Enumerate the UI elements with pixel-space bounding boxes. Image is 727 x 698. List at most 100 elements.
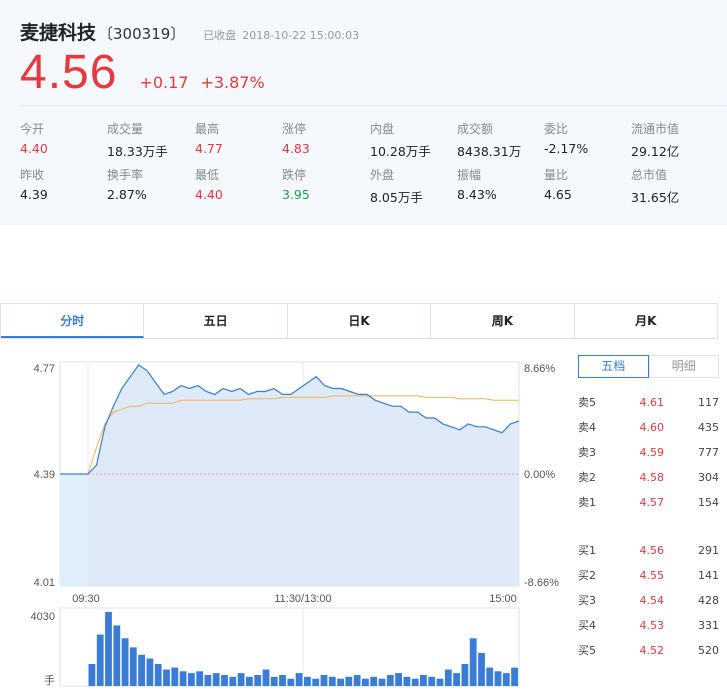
volume-bar xyxy=(453,673,460,686)
intraday-chart-svg: 4.77 4.39 4.01 8.66% 0.00% -8.66% 09:30 11:30/1… xyxy=(31,361,559,687)
volume-bar xyxy=(179,671,187,686)
volume-bar xyxy=(320,675,328,686)
buy-price: 4.54 xyxy=(639,594,665,607)
buy-label: 买5 xyxy=(578,644,596,657)
buy-label: 买3 xyxy=(578,594,596,607)
volume-bar xyxy=(287,678,295,686)
volume-bar xyxy=(138,654,145,686)
quote-panel: 麦捷科技 〔300319〕 已收盘 2018-10-22 15:00:03 4.… xyxy=(0,0,727,225)
stat-label: 换手率 xyxy=(107,168,144,182)
price-area xyxy=(88,364,519,586)
sell-row: 卖5 4.61 117 xyxy=(578,390,723,415)
stat-item: 最低 4.40 xyxy=(195,166,285,202)
sell-vol: 154 xyxy=(698,496,719,509)
stat-item: 最高 4.77 xyxy=(195,120,285,156)
pct-axis-mid: 0.00% xyxy=(524,469,555,481)
sell-vol: 304 xyxy=(698,471,719,484)
stat-value: 31.65亿 xyxy=(631,190,680,205)
buy-row: 买3 4.54 428 xyxy=(578,588,723,613)
stat-label: 最高 xyxy=(195,122,220,136)
current-price: 4.56 xyxy=(20,46,118,99)
stat-label: 外盘 xyxy=(370,168,395,182)
sell-price: 4.61 xyxy=(639,396,665,409)
stat-item: 委比 -2.17% xyxy=(544,120,634,156)
volume-bar xyxy=(511,667,518,686)
buy-book: 买1 4.56 291 买2 4.55 141 买3 4.54 428 买4 4.53 331 买5 4.… xyxy=(578,538,723,663)
price-axis-mid: 4.39 xyxy=(34,469,55,481)
pct-axis-top: 8.66% xyxy=(524,363,555,375)
stat-value: 8.05万手 xyxy=(370,190,423,205)
buy-row: 买5 4.52 520 xyxy=(578,638,723,663)
sell-row: 卖3 4.59 777 xyxy=(578,440,723,465)
buy-label: 买4 xyxy=(578,619,596,632)
volume-bar xyxy=(395,673,402,686)
buy-vol: 291 xyxy=(698,544,719,557)
stat-label: 总市值 xyxy=(631,168,668,182)
volume-bar xyxy=(171,667,179,686)
stat-label: 量比 xyxy=(544,168,569,182)
stat-item: 外盘 8.05万手 xyxy=(370,166,460,206)
tab-1[interactable]: 五日 xyxy=(144,304,288,338)
time-label-midday: 11:30/13:00 xyxy=(274,593,331,605)
volume-bar xyxy=(204,675,212,686)
price-row: 4.56 +0.17 +3.87% xyxy=(20,45,265,100)
price-axis-top: 4.77 xyxy=(34,363,55,375)
tab-3[interactable]: 周K xyxy=(431,304,575,338)
sell-vol: 777 xyxy=(698,446,719,459)
volume-bar xyxy=(461,664,469,686)
stat-item: 换手率 2.87% xyxy=(107,166,197,202)
sell-label: 卖5 xyxy=(578,396,596,409)
volume-bar xyxy=(105,612,112,686)
tab-4[interactable]: 月K xyxy=(635,314,657,328)
pre-open-area xyxy=(61,474,88,586)
volume-axis-unit: 手 xyxy=(44,673,55,687)
order-book-tabs: 五档 明细 xyxy=(578,355,719,378)
chart-tabs: 分时 五日 日K 周K 月K xyxy=(0,303,718,339)
buy-vol: 141 xyxy=(698,569,719,582)
price-line xyxy=(87,364,520,475)
buy-label: 买2 xyxy=(578,569,596,582)
stat-value: 29.12亿 xyxy=(631,144,680,159)
stat-value: 4.40 xyxy=(20,141,48,156)
volume-bar xyxy=(304,676,311,686)
stat-item: 成交额 8438.31万 xyxy=(457,120,547,160)
sell-vol: 435 xyxy=(698,421,719,434)
sell-label: 卖2 xyxy=(578,471,596,484)
book-tab-0[interactable]: 五档 xyxy=(578,355,649,378)
volume-bar xyxy=(88,664,96,686)
buy-vol: 520 xyxy=(698,644,719,657)
price-change: +0.17 xyxy=(139,73,189,92)
book-tab-1[interactable]: 明细 xyxy=(648,355,719,378)
sell-vol: 117 xyxy=(698,396,719,409)
volume-bar xyxy=(328,676,336,686)
stat-label: 最低 xyxy=(195,168,220,182)
volume-axis-max: 4030 xyxy=(31,611,55,623)
stat-item: 跌停 3.95 xyxy=(282,166,372,202)
stat-value: -2.17% xyxy=(544,141,589,156)
volume-bar xyxy=(486,667,494,686)
volume-bar xyxy=(502,673,510,686)
stat-label: 成交量 xyxy=(107,122,144,136)
stat-label: 成交额 xyxy=(457,122,494,136)
sell-price: 4.59 xyxy=(639,446,665,459)
volume-bar xyxy=(411,678,419,686)
volume-bar xyxy=(494,671,502,686)
stat-value: 4.39 xyxy=(20,187,48,202)
tab-2[interactable]: 日K xyxy=(288,304,432,338)
volume-bar xyxy=(196,671,204,686)
stat-value: 2.87% xyxy=(107,187,147,202)
buy-row: 买4 4.53 331 xyxy=(578,613,723,638)
avg-price-line xyxy=(87,395,519,475)
buy-price: 4.52 xyxy=(639,644,665,657)
volume-bar xyxy=(113,625,121,686)
stat-item: 量比 4.65 xyxy=(544,166,634,202)
trade-time: 2018-10-22 15:00:03 xyxy=(242,29,360,42)
stat-item: 成交量 18.33万手 xyxy=(107,120,197,160)
volume-bar xyxy=(154,664,162,686)
volume-bar xyxy=(469,638,477,686)
time-label-open: 09:30 xyxy=(72,593,100,605)
volume-bar xyxy=(188,673,195,686)
tab-0[interactable]: 分时 xyxy=(1,304,145,338)
stat-item: 总市值 31.65亿 xyxy=(631,166,721,206)
stat-value: 4.40 xyxy=(195,187,223,202)
